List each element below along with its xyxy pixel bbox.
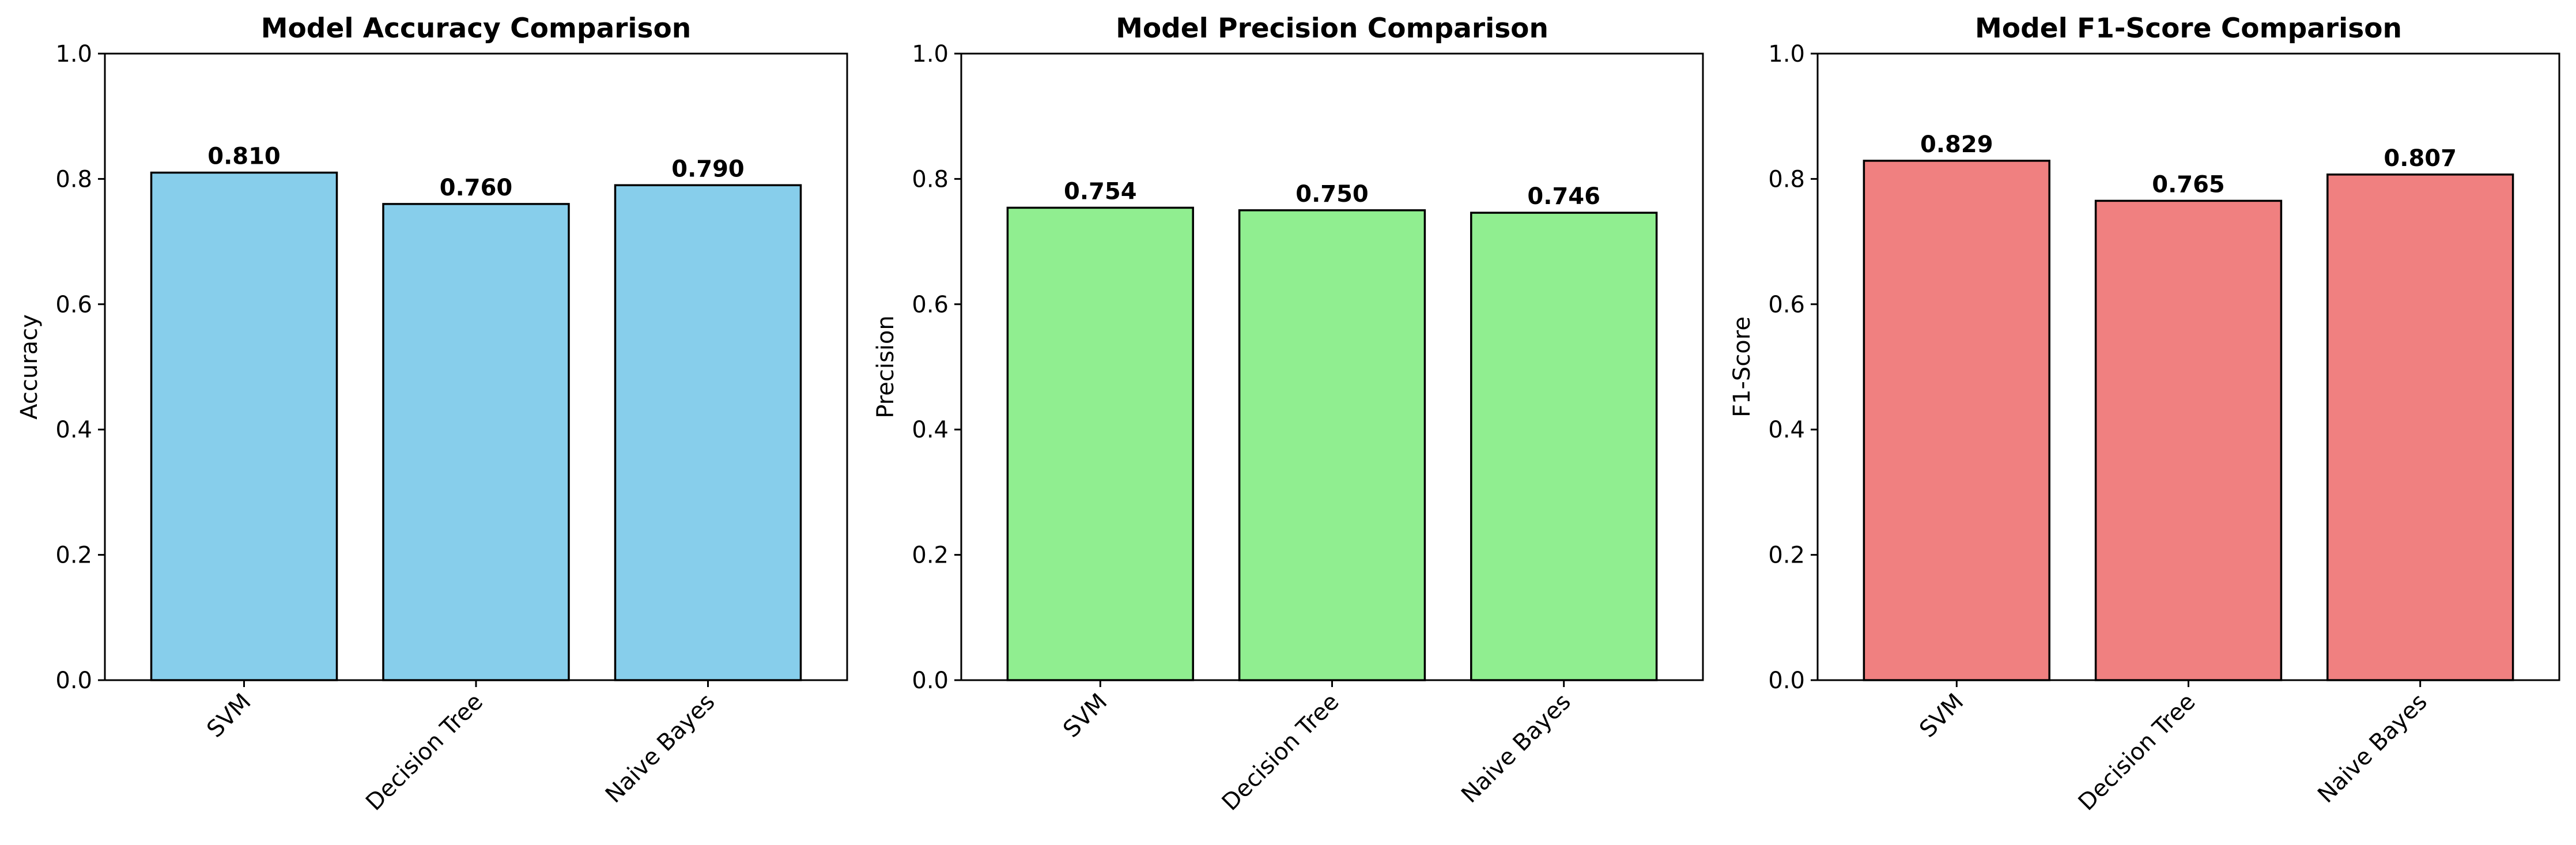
chart-title: Model Accuracy Comparison (261, 13, 692, 44)
bar (150, 171, 338, 681)
x-tick-label: SVM (1058, 689, 1112, 743)
bar (1238, 209, 1426, 681)
y-axis-label: Precision (872, 315, 899, 418)
bar (614, 184, 802, 681)
x-tick-label: Decision Tree (2073, 689, 2201, 816)
y-axis-label: F1-Score (1729, 316, 1755, 417)
x-tick-label: Naive Bayes (1456, 689, 1576, 809)
y-tick-label: 0.4 (912, 417, 949, 443)
y-tick-label: 0.4 (55, 417, 92, 443)
y-tick-label: 1.0 (912, 41, 949, 67)
bar-value-label: 0.765 (2152, 171, 2225, 198)
y-tick-label: 0.2 (912, 542, 949, 569)
y-tick-label: 0.8 (912, 166, 949, 193)
chart-panel-3: 0.829 0.765 0.807 0.0 0.2 0.4 0.6 0.8 1.0 SVM Deci… (1729, 13, 2560, 816)
bar-value-label: 0.750 (1295, 181, 1369, 208)
y-tick-label: 0.6 (912, 292, 949, 318)
y-axis-label: Accuracy (16, 314, 43, 420)
bar (2326, 173, 2514, 681)
y-tick-label: 0.8 (55, 166, 92, 193)
bar (1470, 212, 1658, 681)
x-tick-label: Decision Tree (1217, 689, 1344, 816)
bar (1863, 160, 2050, 681)
x-tick-label: Naive Bayes (600, 689, 720, 809)
bar-value-label: 0.790 (671, 156, 745, 182)
bar-value-label: 0.754 (1064, 178, 1137, 205)
y-tick-label: 0.0 (1768, 667, 1805, 694)
y-tick-label: 0.0 (912, 667, 949, 694)
bar (2094, 199, 2283, 681)
x-tick-label: SVM (202, 689, 256, 743)
x-tick-label: SVM (1914, 689, 1969, 743)
y-tick-label: 0.2 (55, 542, 92, 569)
bar-value-label: 0.810 (207, 144, 281, 170)
bar-value-label: 0.807 (2384, 145, 2457, 172)
bar-value-label: 0.829 (1920, 131, 1993, 158)
chart-title: Model Precision Comparison (1116, 13, 1548, 44)
y-tick-label: 0.6 (55, 292, 92, 318)
bar (382, 203, 570, 681)
bar-value-label: 0.760 (440, 175, 513, 201)
bar-value-label: 0.746 (1527, 183, 1600, 210)
y-tick-label: 1.0 (55, 41, 92, 67)
y-tick-label: 0.4 (1768, 417, 1805, 443)
chart-title: Model F1-Score Comparison (1975, 13, 2402, 44)
chart-panel-1: 0.810 0.760 0.790 0.0 0.2 0.4 0.6 0.8 1.0 SVM Deci… (16, 13, 848, 816)
bar (1006, 206, 1194, 681)
y-tick-label: 0.6 (1768, 292, 1805, 318)
x-tick-label: Naive Bayes (2313, 689, 2433, 809)
y-tick-label: 1.0 (1768, 41, 1805, 67)
y-tick-label: 0.2 (1768, 542, 1805, 569)
x-tick-label: Decision Tree (361, 689, 488, 816)
chart-panel-2: 0.754 0.750 0.746 0.0 0.2 0.4 0.6 0.8 1.0 SVM Deci… (872, 13, 1704, 816)
y-tick-label: 0.8 (1768, 166, 1805, 193)
y-tick-label: 0.0 (55, 667, 92, 694)
